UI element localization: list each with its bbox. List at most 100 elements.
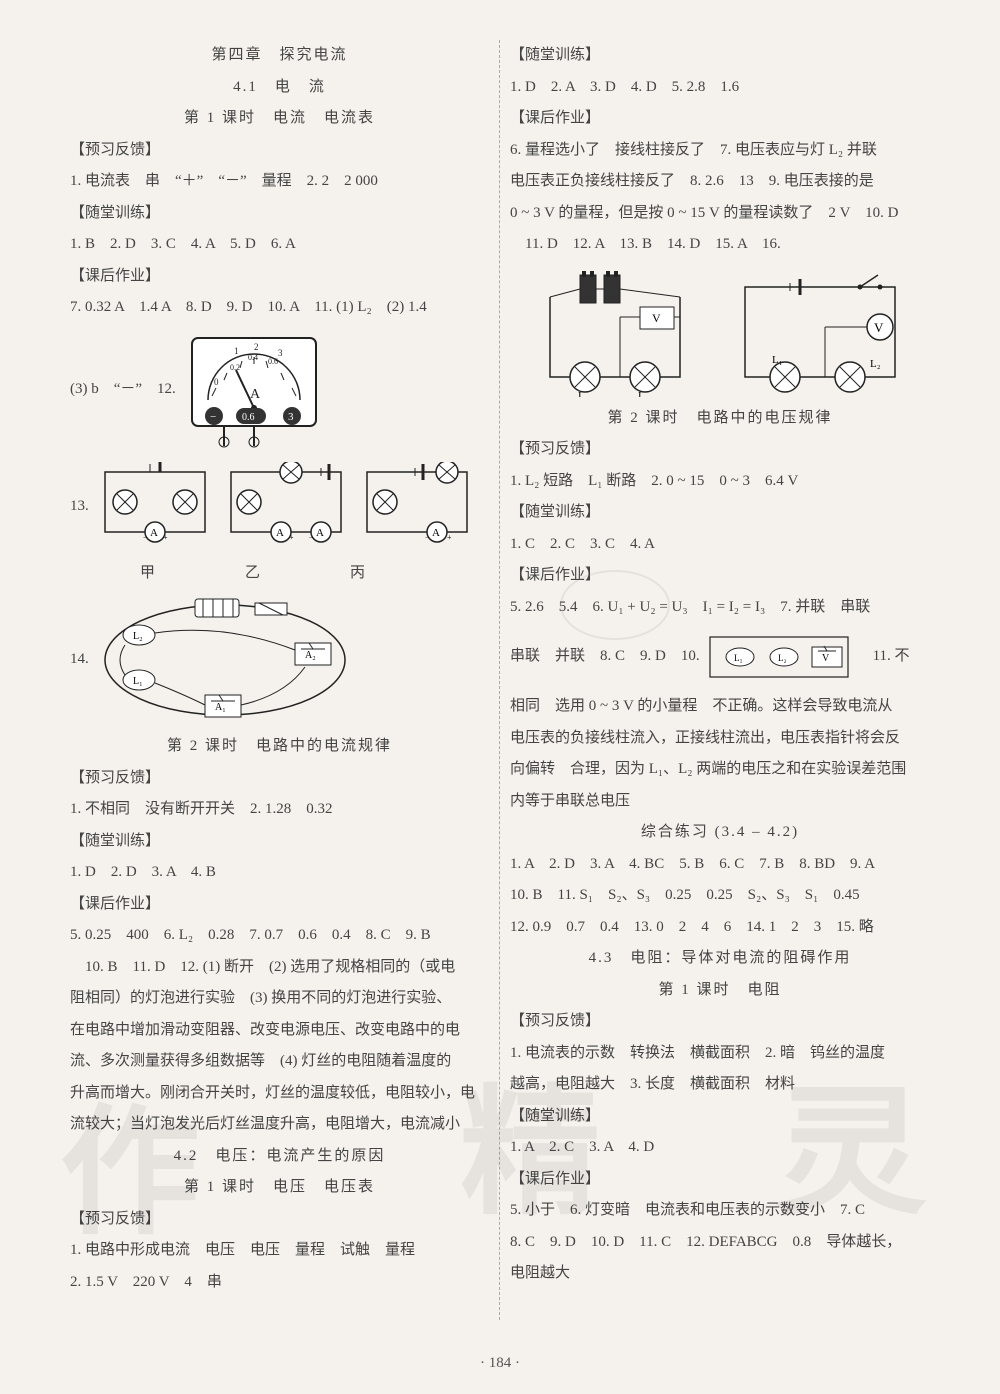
svg-text:+: + <box>289 533 294 542</box>
kehou2-line7: 流较大；当灯泡发光后灯丝温度升高，电阻增大，电流减小 <box>70 1109 489 1141</box>
section-43-title: 4.3 电阻：导体对电流的阻碍作用 <box>510 943 930 975</box>
circuit-bing: A − + <box>357 462 477 552</box>
svg-text:A: A <box>432 527 440 539</box>
svg-text:L₁: L₁ <box>772 354 783 366</box>
suitang-r1-head: 【随堂训练】 <box>510 40 930 72</box>
kehou-r3-line1: 5. 小于 6. 灯变暗 电流表和电压表的示数变小 7. C <box>510 1195 930 1227</box>
kehou-r2-line1: 5. 2.6 5.4 6. U₁ + U₂ = U₃ I₁ = I₂ = I₃ … <box>510 592 930 624</box>
svg-text:A: A <box>276 527 284 539</box>
kehou-r3-line3: 电阻越大 <box>510 1258 930 1290</box>
svg-text:A₁: A₁ <box>215 702 226 713</box>
kehou2-line1: 5. 0.25 400 6. L₂ 0.28 7. 0.7 0.6 0.4 8.… <box>70 920 489 952</box>
svg-text:−: − <box>143 533 148 542</box>
svg-text:L₁: L₁ <box>578 390 589 397</box>
yuxi3-head: 【预习反馈】 <box>70 1204 489 1236</box>
svg-text:−: − <box>425 533 430 542</box>
fig13-row: 13. A − + <box>70 456 489 558</box>
circuit-jia: A −+ <box>95 462 215 552</box>
page-body: 第四章 探究电流 4.1 电 流 第 1 课时 电流 电流表 【预习反馈】 1.… <box>60 40 940 1320</box>
circuit-yi: A + A − <box>221 462 351 552</box>
circuit-16: V L₁ L₂ V L₁ L₂ <box>510 267 930 397</box>
zonghe-line3: 12. 0.9 0.7 0.4 13. 0 2 4 6 14. 1 2 3 15… <box>510 912 930 944</box>
svg-text:−: − <box>210 411 216 423</box>
ammeter-diagram: 0 0.2 0.4 0.6 1 2 3 A − 0.6 3 <box>184 330 324 450</box>
svg-text:L₂: L₂ <box>638 390 649 397</box>
kehou-r1-line2: 电压表正负接线柱接反了 8. 2.6 13 9. 电压表接的是 <box>510 166 930 198</box>
kehou2-line2: 10. B 11. D 12. (1) 断开 (2) 选用了规格相同的（或电 <box>70 952 489 984</box>
circuit-14: L₂ L₁ A₂ A₁ <box>95 595 355 725</box>
circuit-10-inline: L₁ L₂ V <box>704 629 854 685</box>
kehou-r1-head: 【课后作业】 <box>510 103 930 135</box>
suitang-r2-line1: 1. C 2. C 3. C 4. A <box>510 529 930 561</box>
svg-text:3: 3 <box>278 348 283 358</box>
suitang1-line1: 1. B 2. D 3. C 4. A 5. D 6. A <box>70 229 489 261</box>
chapter-title: 第四章 探究电流 <box>70 40 489 72</box>
svg-text:L₁: L₁ <box>734 653 743 663</box>
yuxi-r3-line2: 越高，电阻越大 3. 长度 横截面积 材料 <box>510 1069 930 1101</box>
yuxi-r2-head: 【预习反馈】 <box>510 434 930 466</box>
section-42-title: 4.2 电压：电流产生的原因 <box>70 1141 489 1173</box>
label-jia: 甲 <box>140 558 155 590</box>
kehou2-line6: 升高而增大。刚闭合开关时，灯丝的温度较低，电阻较小，电 <box>70 1078 489 1110</box>
kehou-r2-line3: 相同 选用 0 ~ 3 V 的小量程 不正确。这样会导致电流从 <box>510 691 930 723</box>
yuxi-r3-line1: 1. 电流表的示数 转换法 横截面积 2. 暗 钨丝的温度 <box>510 1038 930 1070</box>
suitang-r1-line1: 1. D 2. A 3. D 4. D 5. 2.8 1.6 <box>510 72 930 104</box>
svg-text:V: V <box>652 311 661 325</box>
label-bing: 丙 <box>350 558 365 590</box>
kehou1-line2: (3) b “－” 12. 0 0.2 0.4 0.6 1 <box>70 324 489 456</box>
svg-text:A₂: A₂ <box>305 650 316 661</box>
kehou-r2-l2-prefix: 串联 并联 8. C 9. D 10. <box>510 641 700 673</box>
svg-text:0: 0 <box>214 377 219 387</box>
kehou2-line5: 流、多次测量获得多组数据等 (4) 灯丝的电阻随着温度的 <box>70 1046 489 1078</box>
svg-text:A: A <box>150 527 158 539</box>
kehou-r2-head: 【课后作业】 <box>510 560 930 592</box>
svg-text:−: − <box>309 533 314 542</box>
label-yi: 乙 <box>245 558 260 590</box>
svg-text:L₂: L₂ <box>870 358 881 370</box>
svg-text:A: A <box>316 527 324 539</box>
zonghe-line1: 1. A 2. D 3. A 4. BC 5. B 6. C 7. B 8. B… <box>510 849 930 881</box>
svg-text:L₂: L₂ <box>778 653 787 663</box>
svg-text:0.4: 0.4 <box>248 353 258 362</box>
svg-text:L₂: L₂ <box>133 631 143 642</box>
suitang2-line1: 1. D 2. D 3. A 4. B <box>70 857 489 889</box>
fig14-row: 14. L₂ L₁ A₂ A₁ <box>70 589 489 731</box>
yuxi3-line1: 1. 电路中形成电流 电压 电压 量程 试触 量程 <box>70 1235 489 1267</box>
svg-text:0.6: 0.6 <box>242 412 255 423</box>
section-41-title: 4.1 电 流 <box>70 72 489 104</box>
kehou-r2-line6: 内等于串联总电压 <box>510 786 930 818</box>
svg-text:+: + <box>447 533 452 542</box>
svg-text:V: V <box>822 653 830 664</box>
section-41-sub1: 第 1 课时 电流 电流表 <box>70 103 489 135</box>
section-41-sub2: 第 2 课时 电路中的电流规律 <box>70 731 489 763</box>
zonghe-title: 综合练习 (3.4 – 4.2) <box>510 817 930 849</box>
yuxi-r2-line1: 1. L₂ 短路 L₁ 断路 2. 0 ~ 15 0 ~ 3 6.4 V <box>510 466 930 498</box>
yuxi1-head: 【预习反馈】 <box>70 135 489 167</box>
kehou2-line4: 在电路中增加滑动变阻器、改变电源电压、改变电路中的电 <box>70 1015 489 1047</box>
kehou-r2-line5: 向偏转 合理，因为 L₁、L₂ 两端的电压之和在实验误差范围 <box>510 754 930 786</box>
sec-r-sub2: 第 2 课时 电路中的电压规律 <box>510 403 930 435</box>
kehou-r3-line2: 8. C 9. D 10. D 11. C 12. DEFABCG 0.8 导体… <box>510 1227 930 1259</box>
svg-text:2: 2 <box>254 342 259 352</box>
kehou-r1-line1: 6. 量程选小了 接线柱接反了 7. 电压表应与灯 L₂ 并联 <box>510 135 930 167</box>
svg-text:A: A <box>250 387 261 402</box>
suitang-r3-head: 【随堂训练】 <box>510 1101 930 1133</box>
svg-text:L₁: L₁ <box>133 676 143 687</box>
kehou-r1-line3: 0 ~ 3 V 的量程，但是按 0 ~ 15 V 的量程读数了 2 V 10. … <box>510 198 930 230</box>
kehou2-head: 【课后作业】 <box>70 889 489 921</box>
yuxi-r3-head: 【预习反馈】 <box>510 1006 930 1038</box>
kehou-r2-line4: 电压表的负接线柱流入，正接线柱流出，电压表指针将会反 <box>510 723 930 755</box>
svg-text:0.2: 0.2 <box>230 363 240 372</box>
fig13-prefix: 13. <box>70 491 89 523</box>
svg-text:3: 3 <box>288 411 294 423</box>
kehou-r3-head: 【课后作业】 <box>510 1164 930 1196</box>
suitang-r2-head: 【随堂训练】 <box>510 497 930 529</box>
left-column: 第四章 探究电流 4.1 电 流 第 1 课时 电流 电流表 【预习反馈】 1.… <box>60 40 500 1320</box>
kehou1-line1: 7. 0.32 A 1.4 A 8. D 9. D 10. A 11. (1) … <box>70 292 489 324</box>
section-43-sub1: 第 1 课时 电阻 <box>510 975 930 1007</box>
svg-text:V: V <box>874 320 884 335</box>
yuxi2-line1: 1. 不相同 没有断开开关 2. 1.28 0.32 <box>70 794 489 826</box>
zonghe-line2: 10. B 11. S₁ S₂、S₃ 0.25 0.25 S₂、S₃ S₁ 0.… <box>510 880 930 912</box>
fig13-labels: 甲 乙 丙 <box>70 558 489 590</box>
yuxi2-head: 【预习反馈】 <box>70 763 489 795</box>
